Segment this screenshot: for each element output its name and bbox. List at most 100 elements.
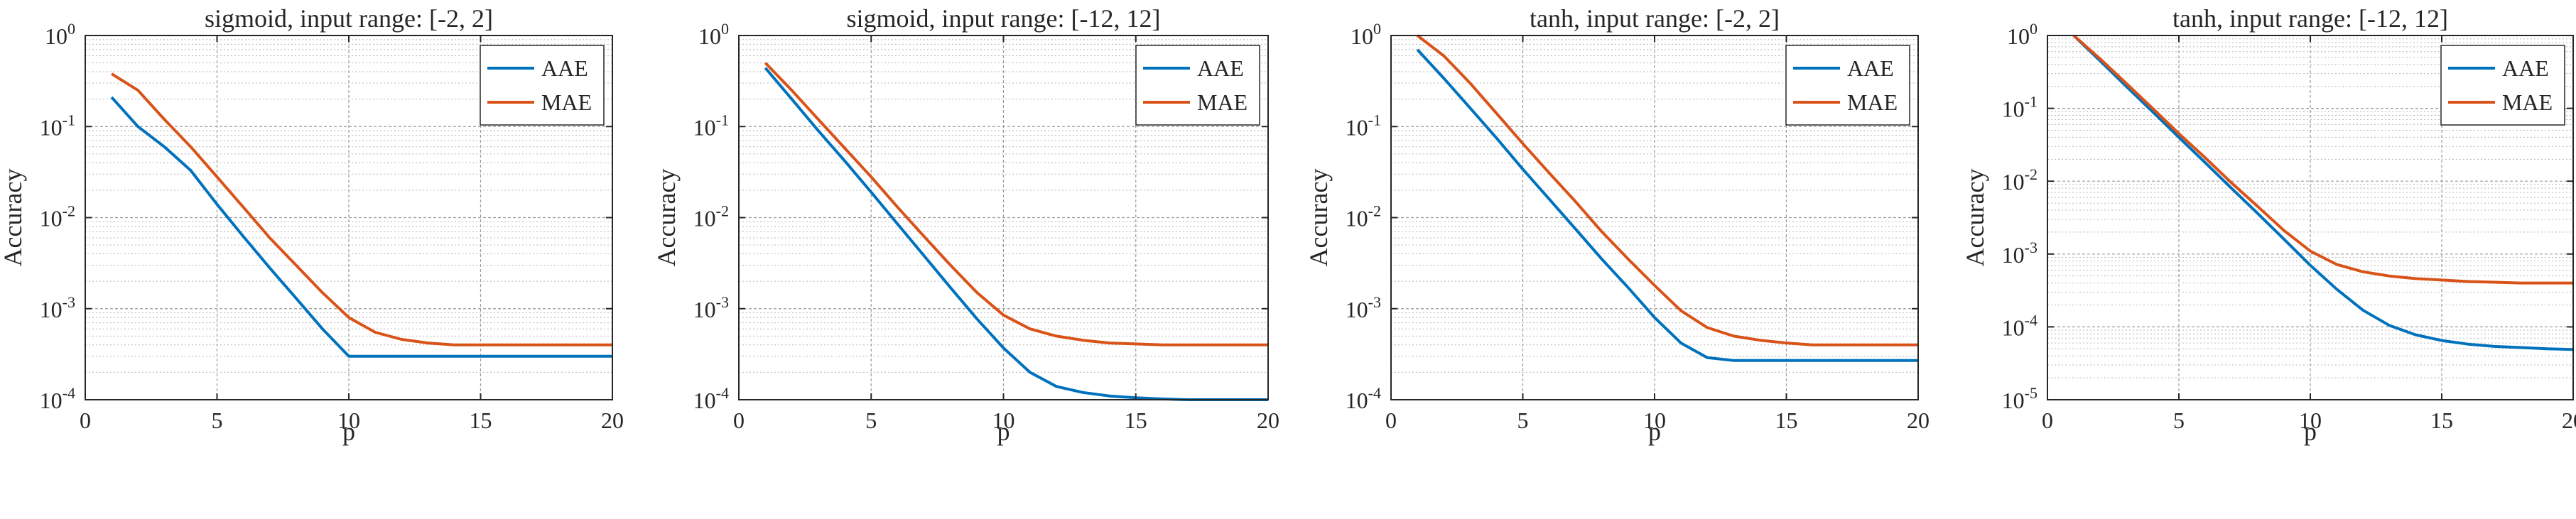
- y-tick-label: 10-4: [693, 384, 729, 413]
- y-tick-label: 100: [2007, 20, 2037, 49]
- x-tick-label: 0: [80, 408, 91, 433]
- y-tick-base: 10: [2002, 169, 2025, 195]
- legend-box: [1785, 45, 1910, 126]
- chart-title: tanh, input range: [-2, 2]: [1530, 4, 1780, 33]
- y-tick-label: 10-3: [1346, 293, 1381, 322]
- y-tick-base: 10: [2002, 315, 2025, 340]
- y-tick-base: 10: [2007, 23, 2030, 49]
- x-tick-label: 5: [2173, 408, 2185, 433]
- x-tick-label: 15: [1125, 408, 1147, 433]
- x-tick-label: 20: [1907, 408, 1930, 433]
- y-tick-label: 10-1: [693, 111, 729, 140]
- y-tick-base: 10: [1351, 23, 1373, 49]
- y-axis-label: Accuracy: [654, 169, 681, 267]
- legend-label: AAE: [1197, 55, 1244, 81]
- y-tick-exponent: -3: [1368, 293, 1381, 311]
- y-tick-base: 10: [1346, 388, 1368, 413]
- y-tick-exponent: -2: [2025, 165, 2037, 183]
- y-tick-base: 10: [693, 388, 716, 413]
- series-line-mae: [2072, 34, 2573, 285]
- y-tick-label: 10-1: [40, 111, 75, 140]
- legend-box: [480, 45, 605, 126]
- y-axis-label: Accuracy: [0, 169, 27, 267]
- legend: AAE MAE: [1135, 45, 1260, 126]
- y-tick-exponent: -1: [63, 111, 75, 129]
- series-line-aae: [110, 96, 612, 358]
- x-tick-label: 20: [1257, 408, 1279, 433]
- y-tick-base: 10: [698, 23, 721, 49]
- x-tick-label: 0: [2042, 408, 2053, 433]
- x-tick-label: 10: [1643, 408, 1666, 433]
- x-axis-label: p: [1648, 417, 1661, 446]
- y-tick-base: 10: [2002, 97, 2025, 122]
- y-tick-exponent: -2: [716, 202, 729, 220]
- legend-label: MAE: [541, 89, 592, 115]
- x-tick-label: 5: [865, 408, 877, 433]
- y-tick-exponent: -4: [716, 384, 729, 402]
- y-tick-base: 10: [693, 206, 716, 231]
- series-line-aae: [2072, 34, 2574, 351]
- y-tick-base: 10: [45, 23, 67, 49]
- x-tick-label: 10: [2299, 408, 2322, 433]
- legend-box: [2440, 45, 2565, 126]
- y-tick-label: 10-2: [1346, 202, 1381, 231]
- y-tick-base: 10: [40, 388, 63, 413]
- series-line-mae: [1416, 34, 1918, 346]
- y-tick-label: 100: [45, 20, 75, 49]
- y-tick-exponent: -2: [1368, 202, 1381, 220]
- y-tick-exponent: -3: [2025, 239, 2037, 256]
- x-tick-label: 0: [733, 408, 745, 433]
- legend: AAE MAE: [1785, 45, 1910, 126]
- y-tick-label: 10-2: [693, 202, 729, 231]
- x-tick-label: 0: [1385, 408, 1397, 433]
- y-axis-label: Accuracy: [1961, 169, 1989, 267]
- y-tick-exponent: -4: [2025, 311, 2037, 329]
- y-tick-exponent: -1: [716, 111, 729, 129]
- chart-title: sigmoid, input range: [-12, 12]: [847, 4, 1161, 33]
- legend-label: AAE: [2502, 55, 2549, 81]
- y-tick-exponent: 0: [2030, 20, 2037, 38]
- x-tick-label: 5: [212, 408, 223, 433]
- legend-label: MAE: [2502, 89, 2553, 115]
- y-tick-base: 10: [1346, 114, 1368, 140]
- y-tick-label: 10-3: [2002, 239, 2037, 268]
- y-tick-exponent: -3: [63, 293, 75, 311]
- y-tick-label: 10-1: [2002, 93, 2037, 122]
- y-tick-label: 10-2: [40, 202, 75, 231]
- x-tick-label: 15: [1775, 408, 1798, 433]
- y-tick-exponent: -4: [63, 384, 75, 402]
- y-tick-exponent: 0: [1373, 20, 1381, 38]
- series-line-mae: [111, 72, 612, 346]
- y-tick-base: 10: [693, 114, 716, 140]
- y-tick-base: 10: [40, 206, 63, 231]
- y-tick-base: 10: [40, 114, 63, 140]
- x-axis-label: p: [342, 417, 355, 446]
- legend-label: AAE: [541, 55, 588, 81]
- y-tick-exponent: -1: [1368, 111, 1381, 129]
- y-tick-label: 10-3: [693, 293, 729, 322]
- y-axis-label: Accuracy: [1307, 169, 1333, 267]
- y-tick-label: 10-4: [1346, 384, 1381, 413]
- y-tick-label: 10-3: [40, 293, 75, 322]
- y-tick-label: 100: [1351, 20, 1381, 49]
- y-tick-exponent: -4: [1368, 384, 1381, 402]
- x-tick-label: 10: [337, 408, 360, 433]
- y-tick-label: 10-2: [2002, 165, 2037, 195]
- x-tick-label: 20: [2562, 408, 2576, 433]
- x-tick-label: 20: [601, 408, 624, 433]
- y-tick-label: 10-4: [40, 384, 75, 413]
- x-tick-label: 15: [2430, 408, 2453, 433]
- y-tick-exponent: -2: [63, 202, 75, 220]
- legend: AAE MAE: [480, 45, 605, 126]
- legend-label: MAE: [1847, 89, 1898, 115]
- chart-title: tanh, input range: [-12, 12]: [2172, 4, 2448, 33]
- y-tick-base: 10: [1346, 206, 1368, 231]
- x-tick-label: 10: [992, 408, 1015, 433]
- y-tick-exponent: -1: [2025, 93, 2037, 111]
- legend: AAE MAE: [2440, 45, 2565, 126]
- y-tick-label: 10-5: [2002, 384, 2037, 413]
- y-tick-exponent: -3: [716, 293, 729, 311]
